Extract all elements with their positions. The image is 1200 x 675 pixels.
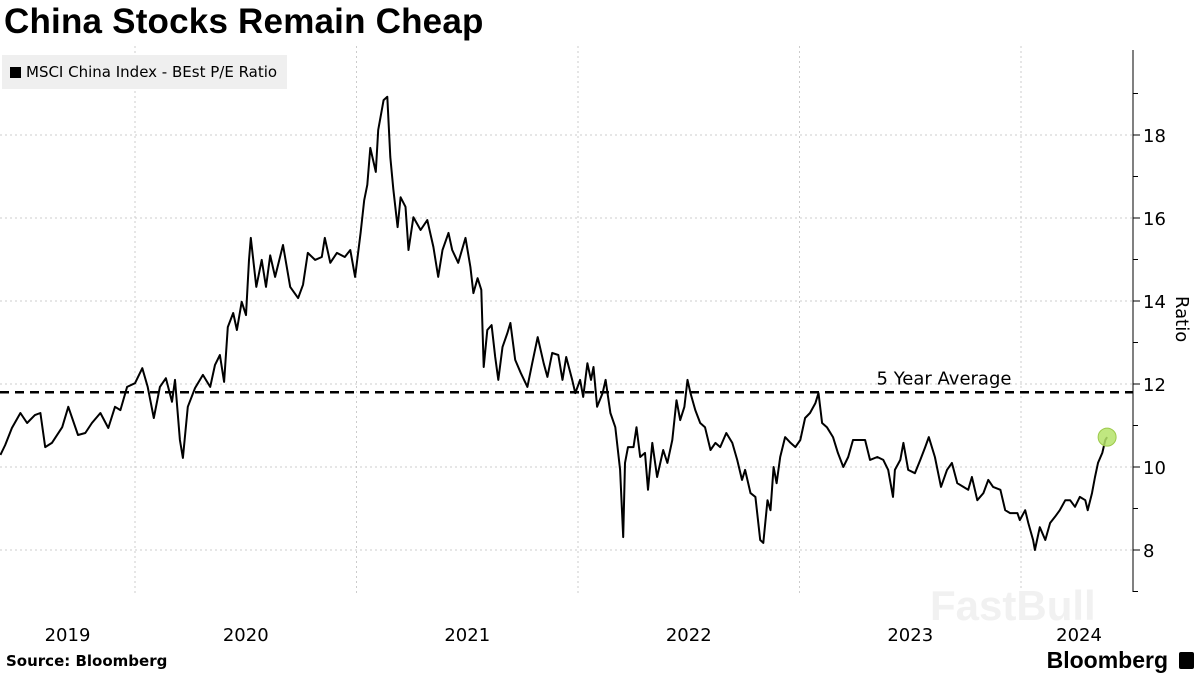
x-tick-label: 2024 bbox=[1056, 625, 1102, 646]
y-tick-label: 10 bbox=[1143, 458, 1166, 479]
y-axis-label: Ratio bbox=[1171, 296, 1192, 342]
y-tick-label: 18 bbox=[1143, 126, 1166, 147]
y-tick-label: 14 bbox=[1143, 292, 1166, 313]
bloomberg-chart-icon bbox=[1179, 652, 1194, 669]
legend-swatch bbox=[10, 66, 21, 78]
y-axis: 8 10 12 14 16 18 Ratio bbox=[1132, 50, 1192, 592]
gridlines bbox=[0, 46, 1133, 595]
chart-title: China Stocks Remain Cheap bbox=[4, 2, 484, 41]
x-tick-label: 2023 bbox=[887, 625, 933, 646]
series-group bbox=[0, 95, 1117, 551]
watermark: FastBull bbox=[930, 582, 1096, 629]
reference-line-group: 5 Year Average bbox=[0, 368, 1133, 394]
x-tick-label: 2019 bbox=[45, 625, 91, 646]
x-tick-label: 2020 bbox=[223, 625, 269, 646]
legend-label: MSCI China Index - BEst P/E Ratio bbox=[26, 63, 278, 81]
series-line bbox=[0, 95, 1108, 551]
source-note: Source: Bloomberg bbox=[6, 652, 168, 670]
x-tick-label: 2021 bbox=[444, 625, 490, 646]
x-tick-label: 2022 bbox=[666, 625, 712, 646]
bloomberg-logo: Bloomberg bbox=[1046, 647, 1168, 673]
y-tick-label: 12 bbox=[1143, 375, 1166, 396]
legend: MSCI China Index - BEst P/E Ratio bbox=[2, 55, 288, 89]
x-axis: 2019 2020 2021 2022 2023 2024 bbox=[45, 625, 1102, 646]
y-tick-label: 16 bbox=[1143, 209, 1166, 230]
last-point-marker bbox=[1097, 427, 1117, 447]
y-tick-label: 8 bbox=[1143, 541, 1154, 562]
five-year-average-label: 5 Year Average bbox=[877, 368, 1012, 389]
